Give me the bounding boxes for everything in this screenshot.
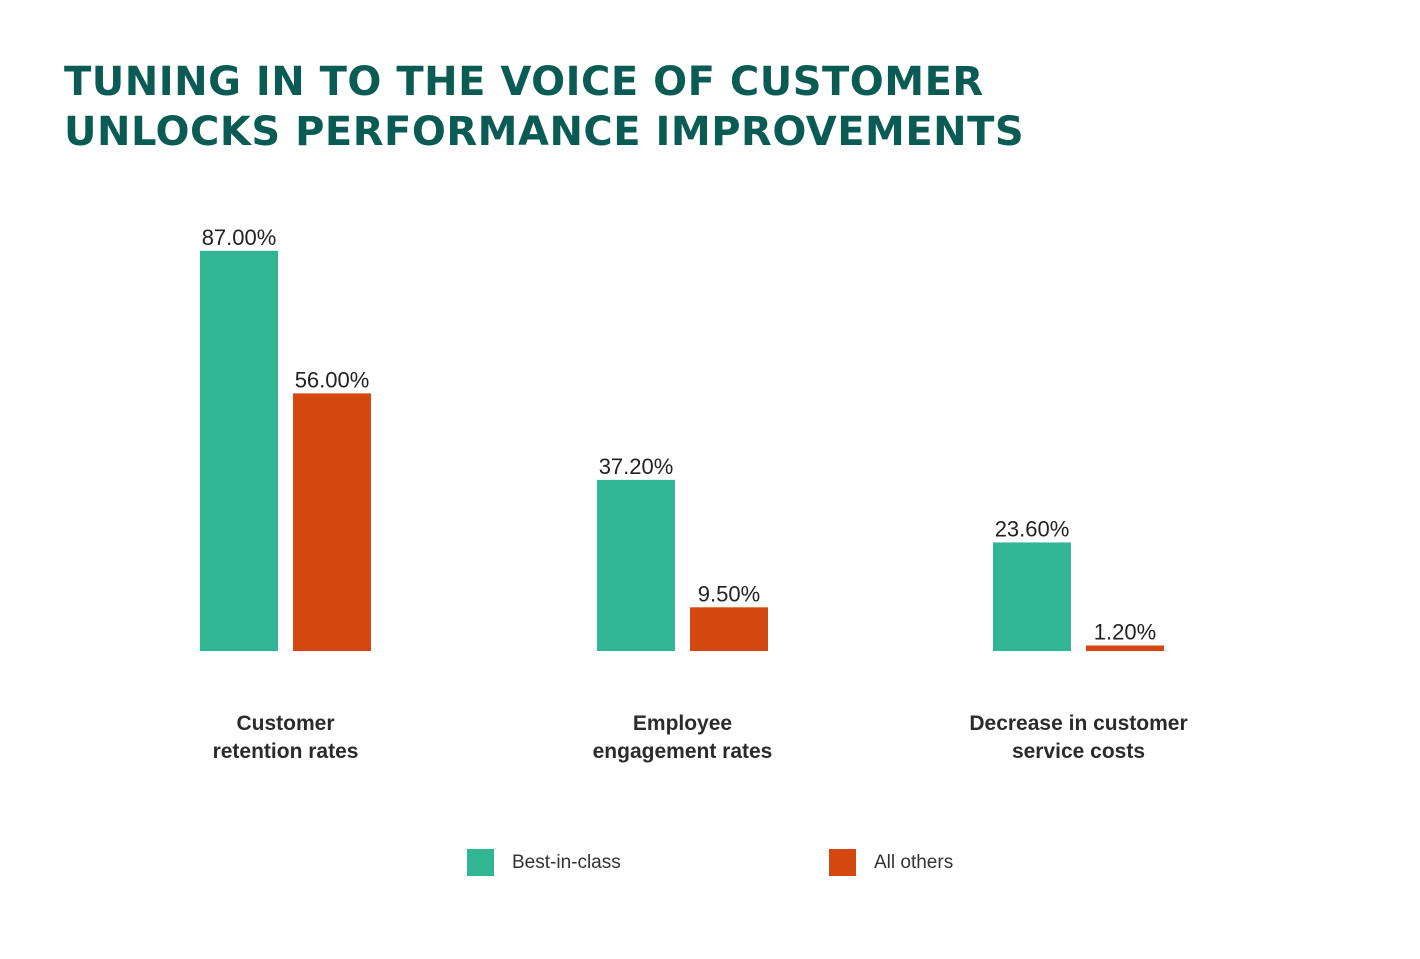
data-label-best-in-class-employee-engagement-rates: 37.20% (599, 454, 674, 479)
bar-best-in-class-customer-retention-rates (200, 250, 278, 652)
category-label-customer-retention-rates-line-1: Customer (236, 712, 334, 735)
chart-title-line-2: UNLOCKS PERFORMANCE IMPROVEMENTS (64, 109, 1025, 155)
legend-swatch-best-in-class (467, 849, 494, 876)
bar-all-others-employee-engagement-rates (690, 607, 768, 651)
category-label-decrease-in-customer-service-costs-line-2: service costs (1012, 740, 1145, 763)
legend-item-best-in-class: Best-in-class (467, 849, 621, 876)
bar-all-others-decrease-in-customer-service-costs (1086, 645, 1164, 651)
category-label-employee-engagement-rates-line-1: Employee (633, 712, 732, 735)
category-label-decrease-in-customer-service-costs-line-1: Decrease in customer (969, 712, 1187, 735)
data-label-best-in-class-customer-retention-rates: 87.00% (202, 225, 277, 250)
data-label-all-others-employee-engagement-rates: 9.50% (698, 581, 760, 606)
category-label-customer-retention-rates-line-2: retention rates (213, 740, 359, 763)
bar-all-others-customer-retention-rates (293, 393, 371, 651)
legend-label-all-others: All others (874, 851, 954, 873)
legend-label-best-in-class: Best-in-class (512, 851, 621, 873)
data-label-best-in-class-decrease-in-customer-service-costs: 23.60% (995, 516, 1070, 541)
data-label-all-others-customer-retention-rates: 56.00% (295, 367, 370, 392)
legend-swatch-all-others (829, 849, 856, 876)
legend-item-all-others: All others (829, 849, 953, 876)
data-label-all-others-decrease-in-customer-service-costs: 1.20% (1094, 619, 1156, 644)
category-label-employee-engagement-rates-line-2: engagement rates (593, 740, 773, 763)
chart-title-line-1: TUNING IN TO THE VOICE OF CUSTOMER (64, 59, 984, 105)
bar-best-in-class-decrease-in-customer-service-costs (993, 542, 1071, 651)
bar-best-in-class-employee-engagement-rates (597, 479, 675, 651)
